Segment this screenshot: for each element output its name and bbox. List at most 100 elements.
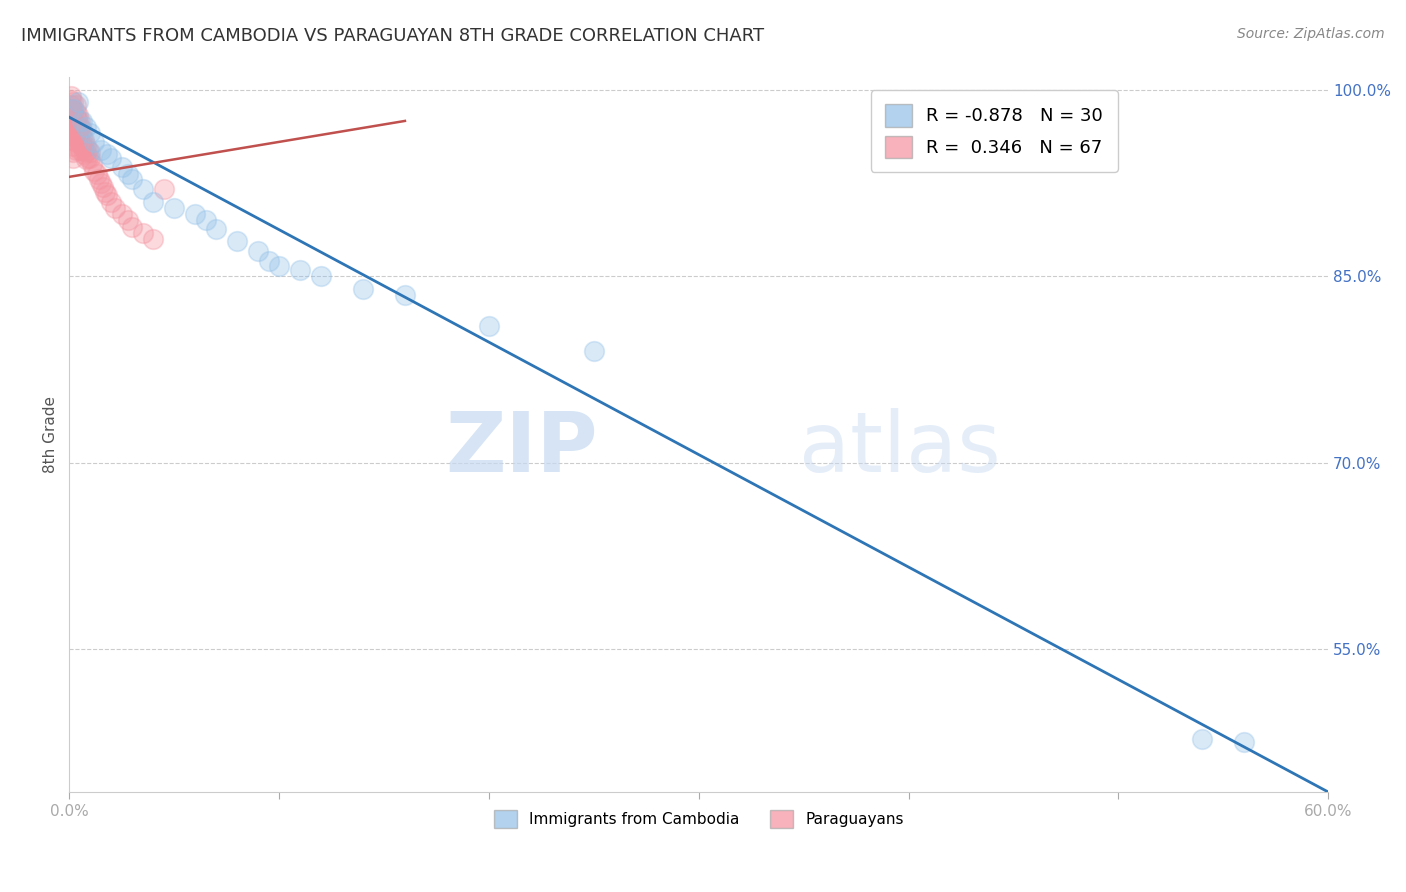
Point (60, 122, 83, 136)
Point (121, 172, 143, 186)
Point (267, 260, 290, 274)
Point (90, 143, 112, 157)
Point (66, 95, 89, 110)
Point (79, 127, 101, 141)
Point (257, 254, 280, 268)
Point (69, 127, 91, 141)
Point (478, 318, 501, 333)
Point (60, 102, 83, 116)
Point (96, 188, 118, 202)
Point (60, 93, 83, 107)
Point (121, 219, 143, 234)
Point (65, 97, 87, 112)
Point (100, 151, 122, 165)
Point (60, 97, 83, 112)
Point (73, 147, 96, 161)
Point (142, 194, 165, 209)
Point (75, 120, 97, 135)
Point (69, 114, 91, 128)
Point (62, 120, 84, 135)
Point (70, 122, 93, 136)
Point (152, 182, 174, 196)
Point (309, 269, 332, 284)
Point (73, 132, 96, 146)
Point (184, 207, 207, 221)
Point (66, 108, 89, 122)
Point (65, 135, 87, 149)
Point (82, 157, 104, 171)
Point (104, 201, 127, 215)
Point (65, 105, 87, 120)
Point (163, 201, 186, 215)
Point (142, 232, 165, 246)
Point (66, 132, 89, 146)
Point (79, 151, 101, 165)
Text: Source: ZipAtlas.com: Source: ZipAtlas.com (1237, 27, 1385, 41)
Point (75, 145, 97, 159)
Point (60, 89, 83, 103)
Point (87, 172, 110, 186)
Point (205, 222, 228, 236)
Point (75, 138, 97, 153)
Point (79, 145, 101, 159)
Point (70, 138, 93, 153)
Y-axis label: 8th Grade: 8th Grade (44, 396, 58, 473)
Point (65, 110, 87, 124)
Point (69, 143, 91, 157)
Point (77, 143, 100, 157)
Point (582, 343, 605, 358)
Point (65, 130, 87, 145)
Point (131, 182, 153, 196)
Legend: Immigrants from Cambodia, Paraguayans: Immigrants from Cambodia, Paraguayans (488, 804, 910, 834)
Point (77, 151, 100, 165)
Point (62, 132, 84, 146)
Point (131, 226, 153, 240)
Point (247, 244, 270, 259)
Point (226, 235, 249, 249)
Point (111, 207, 134, 221)
Point (60, 127, 83, 141)
Point (66, 127, 89, 141)
Point (69, 135, 91, 149)
Point (60, 110, 83, 124)
Point (62, 151, 84, 165)
Point (86, 167, 108, 181)
Point (117, 213, 139, 227)
Text: ZIP: ZIP (446, 409, 598, 490)
Text: atlas: atlas (800, 409, 1001, 490)
Text: IMMIGRANTS FROM CAMBODIA VS PARAGUAYAN 8TH GRADE CORRELATION CHART: IMMIGRANTS FROM CAMBODIA VS PARAGUAYAN 8… (21, 27, 765, 45)
Point (117, 167, 139, 181)
Point (62, 114, 84, 128)
Point (96, 147, 118, 161)
Point (111, 160, 134, 174)
Point (66, 114, 89, 128)
Point (90, 176, 112, 190)
Point (62, 102, 84, 116)
Point (75, 153, 97, 167)
Point (69, 120, 91, 135)
Point (60, 105, 83, 120)
Point (66, 120, 89, 135)
Point (60, 118, 83, 132)
Point (62, 95, 84, 110)
Point (62, 145, 84, 159)
Point (65, 143, 87, 157)
Point (65, 122, 87, 136)
Point (62, 102, 84, 116)
Point (288, 263, 311, 277)
Point (62, 108, 84, 122)
Point (65, 118, 87, 132)
Point (73, 138, 96, 153)
Point (1191, 731, 1213, 746)
Point (194, 213, 217, 227)
Point (83, 163, 105, 178)
Point (70, 114, 93, 128)
Point (1233, 735, 1256, 749)
Point (62, 127, 84, 141)
Point (94, 185, 117, 199)
Point (83, 135, 105, 149)
Point (70, 130, 93, 145)
Point (62, 138, 84, 153)
Point (100, 194, 122, 209)
Point (394, 288, 416, 302)
